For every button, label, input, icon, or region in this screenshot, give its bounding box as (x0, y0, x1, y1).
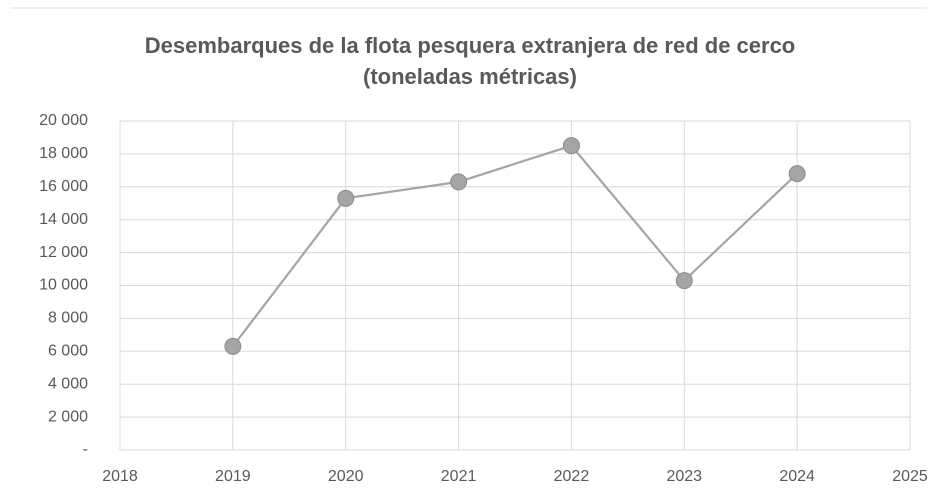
y-tick-label: - (83, 441, 88, 458)
x-tick-label: 2023 (666, 468, 702, 485)
x-tick-label: 2018 (102, 468, 138, 485)
data-point (337, 189, 355, 207)
data-line (231, 144, 798, 348)
data-point (224, 337, 242, 355)
y-tick-label: 2 000 (48, 408, 88, 425)
y-tick-label: 4 000 (48, 375, 88, 392)
x-tick-label: 2021 (441, 468, 477, 485)
y-tick-label: 18 000 (39, 145, 88, 162)
y-tick-label: 10 000 (39, 277, 88, 294)
y-tick-label: 8 000 (48, 310, 88, 327)
y-tick-label: 16 000 (39, 178, 88, 195)
y-tick-label: 12 000 (39, 244, 88, 261)
y-tick-label: 14 000 (39, 211, 88, 228)
data-point (450, 173, 468, 191)
x-tick-label: 2019 (215, 468, 251, 485)
data-point (562, 137, 580, 155)
y-tick-label: 20 000 (39, 112, 88, 129)
x-tick-label: 2025 (892, 468, 928, 485)
chart-title: Desembarques de la flota pesquera extran… (144, 33, 796, 89)
y-tick-label: 6 000 (48, 343, 88, 360)
x-tick-label: 2024 (779, 468, 815, 485)
data-point (788, 165, 806, 183)
data-point (675, 272, 693, 290)
x-tick-label: 2020 (328, 468, 364, 485)
x-tick-label: 2022 (554, 468, 590, 485)
